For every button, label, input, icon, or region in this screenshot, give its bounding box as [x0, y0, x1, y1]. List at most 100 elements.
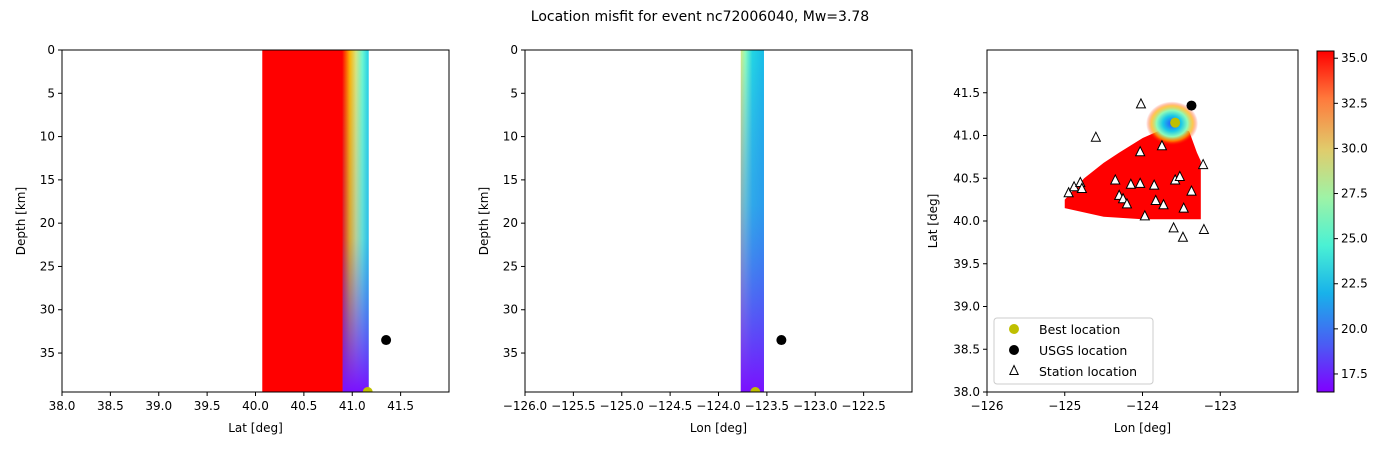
station-marker — [1186, 184, 1197, 196]
y-tick-label: 38.0 — [953, 385, 980, 399]
colorbar-tick-label: 27.5 — [1341, 187, 1368, 201]
colorbar-tick-label: 20.0 — [1341, 322, 1368, 336]
y-tick-label: 15 — [503, 173, 518, 187]
misfit-band-lat-depth-fade — [342, 50, 369, 392]
station-marker — [1109, 173, 1121, 185]
station-marker — [1117, 192, 1129, 204]
station-marker — [1178, 202, 1190, 213]
station-markers — [1063, 97, 1210, 242]
station-marker — [1135, 97, 1147, 109]
station-marker — [1197, 158, 1209, 170]
y-axis-ticks: 38.0 38.5 39.0 39.5 40.0 40.5 41.0 41.5 — [953, 86, 987, 399]
station-marker — [1177, 231, 1189, 242]
legend-station-label: Station location — [1039, 364, 1137, 379]
station-marker — [1174, 170, 1186, 182]
colorbar-tick-label: 32.5 — [1341, 96, 1368, 110]
x-axis-label: Lat [deg] — [228, 421, 283, 435]
y-tick-label: 40.5 — [953, 171, 980, 185]
colorbar-tick-label: 35.0 — [1341, 51, 1368, 65]
y-tick-label: 35 — [503, 346, 518, 360]
station-marker — [1090, 131, 1102, 142]
x-axis-ticks: 38.0 38.5 39.0 39.5 40.0 40.5 41.0 41.5 — [49, 392, 414, 413]
x-tick-label: 39.5 — [194, 399, 221, 413]
colorbar-tick-label: 22.5 — [1341, 277, 1368, 291]
x-tick-label: −126.0 — [503, 399, 547, 413]
y-tick-label: 39.0 — [953, 300, 980, 314]
y-tick-label: 10 — [503, 130, 518, 144]
colorbar: 17.5 20.0 22.5 25.0 27.5 30.0 32.5 35.0 — [1316, 50, 1368, 393]
legend-station-marker — [1009, 364, 1019, 375]
y-tick-label: 5 — [510, 86, 518, 100]
x-axis-ticks: −126 −125 −124 −123 — [971, 392, 1237, 413]
y-axis-ticks: 0 5 10 15 20 25 30 35 — [40, 43, 62, 360]
station-marker — [1063, 186, 1074, 198]
colorbar-ticks: 17.5 20.0 22.5 25.0 27.5 30.0 32.5 35.0 — [1334, 51, 1368, 381]
station-marker — [1198, 223, 1210, 235]
best-location-marker — [362, 387, 373, 392]
y-tick-label: 25 — [503, 259, 518, 273]
figure-title: Location misfit for event nc72006040, Mw… — [531, 9, 869, 25]
y-axis-label: Depth [km] — [477, 187, 491, 255]
usgs-location-marker — [1186, 100, 1197, 111]
station-marker — [1134, 177, 1146, 188]
legend-usgs-marker — [1009, 345, 1019, 355]
x-tick-label: −123 — [1204, 399, 1237, 413]
y-tick-label: 30 — [40, 303, 55, 317]
y-tick-label: 35 — [40, 346, 55, 360]
best-location-marker — [750, 387, 761, 392]
best-location-marker — [1170, 117, 1181, 128]
x-tick-label: 40.0 — [242, 399, 269, 413]
panel-lat-depth: 38.0 38.5 39.0 39.5 40.0 40.5 41.0 41.5 0 5 10 15 2… — [14, 43, 450, 435]
x-tick-label: 41.5 — [387, 399, 414, 413]
legend-box — [993, 317, 1154, 385]
station-marker — [1148, 178, 1160, 190]
panel-lon-depth: −126.0 −125.5 −125.0 −124.5 −124.0 −123.5 −123… — [477, 43, 913, 435]
x-axis-label: Lon [deg] — [690, 421, 747, 435]
y-tick-label: 38.5 — [953, 342, 980, 356]
y-tick-label: 5 — [47, 86, 55, 100]
colorbar-tick-label: 17.5 — [1341, 367, 1368, 381]
usgs-location-marker — [776, 335, 787, 346]
legend-best-label: Best location — [1039, 322, 1120, 337]
x-tick-label: 38.0 — [49, 399, 76, 413]
y-tick-label: 20 — [503, 216, 518, 230]
x-tick-label: 38.5 — [97, 399, 124, 413]
x-tick-label: −123.5 — [745, 399, 789, 413]
usgs-location-marker — [381, 335, 392, 346]
colorbar-tick-label: 30.0 — [1341, 141, 1368, 155]
y-tick-label: 10 — [40, 130, 55, 144]
station-marker — [1076, 182, 1088, 194]
x-tick-label: 40.5 — [291, 399, 318, 413]
x-tick-label: −123.0 — [793, 399, 837, 413]
axes-frame — [524, 49, 913, 393]
legend-usgs-label: USGS location — [1039, 343, 1127, 358]
x-tick-label: 39.0 — [145, 399, 172, 413]
y-tick-label: 41.5 — [953, 86, 980, 100]
y-tick-label: 20 — [40, 216, 55, 230]
x-tick-label: −125.5 — [551, 399, 595, 413]
y-tick-label: 41.0 — [953, 129, 980, 143]
panel-map: −126 −125 −124 −123 38.0 38.5 39.0 39.5 40.0 40.… — [926, 49, 1299, 435]
y-tick-label: 40.0 — [953, 214, 980, 228]
colorbar-tick-label: 25.0 — [1341, 232, 1368, 246]
x-tick-label: −124.5 — [648, 399, 692, 413]
x-tick-label: −124 — [1126, 399, 1159, 413]
station-marker — [1121, 197, 1133, 209]
station-marker — [1134, 145, 1146, 157]
x-tick-label: −125 — [1048, 399, 1081, 413]
colorbar-gradient — [1316, 50, 1335, 393]
x-tick-label: −126 — [971, 399, 1004, 413]
y-tick-label: 0 — [47, 43, 55, 57]
station-marker — [1125, 178, 1137, 189]
y-tick-label: 15 — [40, 173, 55, 187]
y-axis-label: Lat [deg] — [926, 194, 940, 249]
station-marker — [1158, 198, 1169, 210]
y-tick-label: 39.5 — [953, 257, 980, 271]
legend: Best location USGS location Station loca… — [993, 317, 1154, 385]
y-tick-label: 25 — [40, 259, 55, 273]
y-tick-label: 30 — [503, 303, 518, 317]
legend-best-marker — [1009, 324, 1019, 334]
x-tick-label: 41.0 — [339, 399, 366, 413]
x-tick-label: −124.0 — [696, 399, 740, 413]
